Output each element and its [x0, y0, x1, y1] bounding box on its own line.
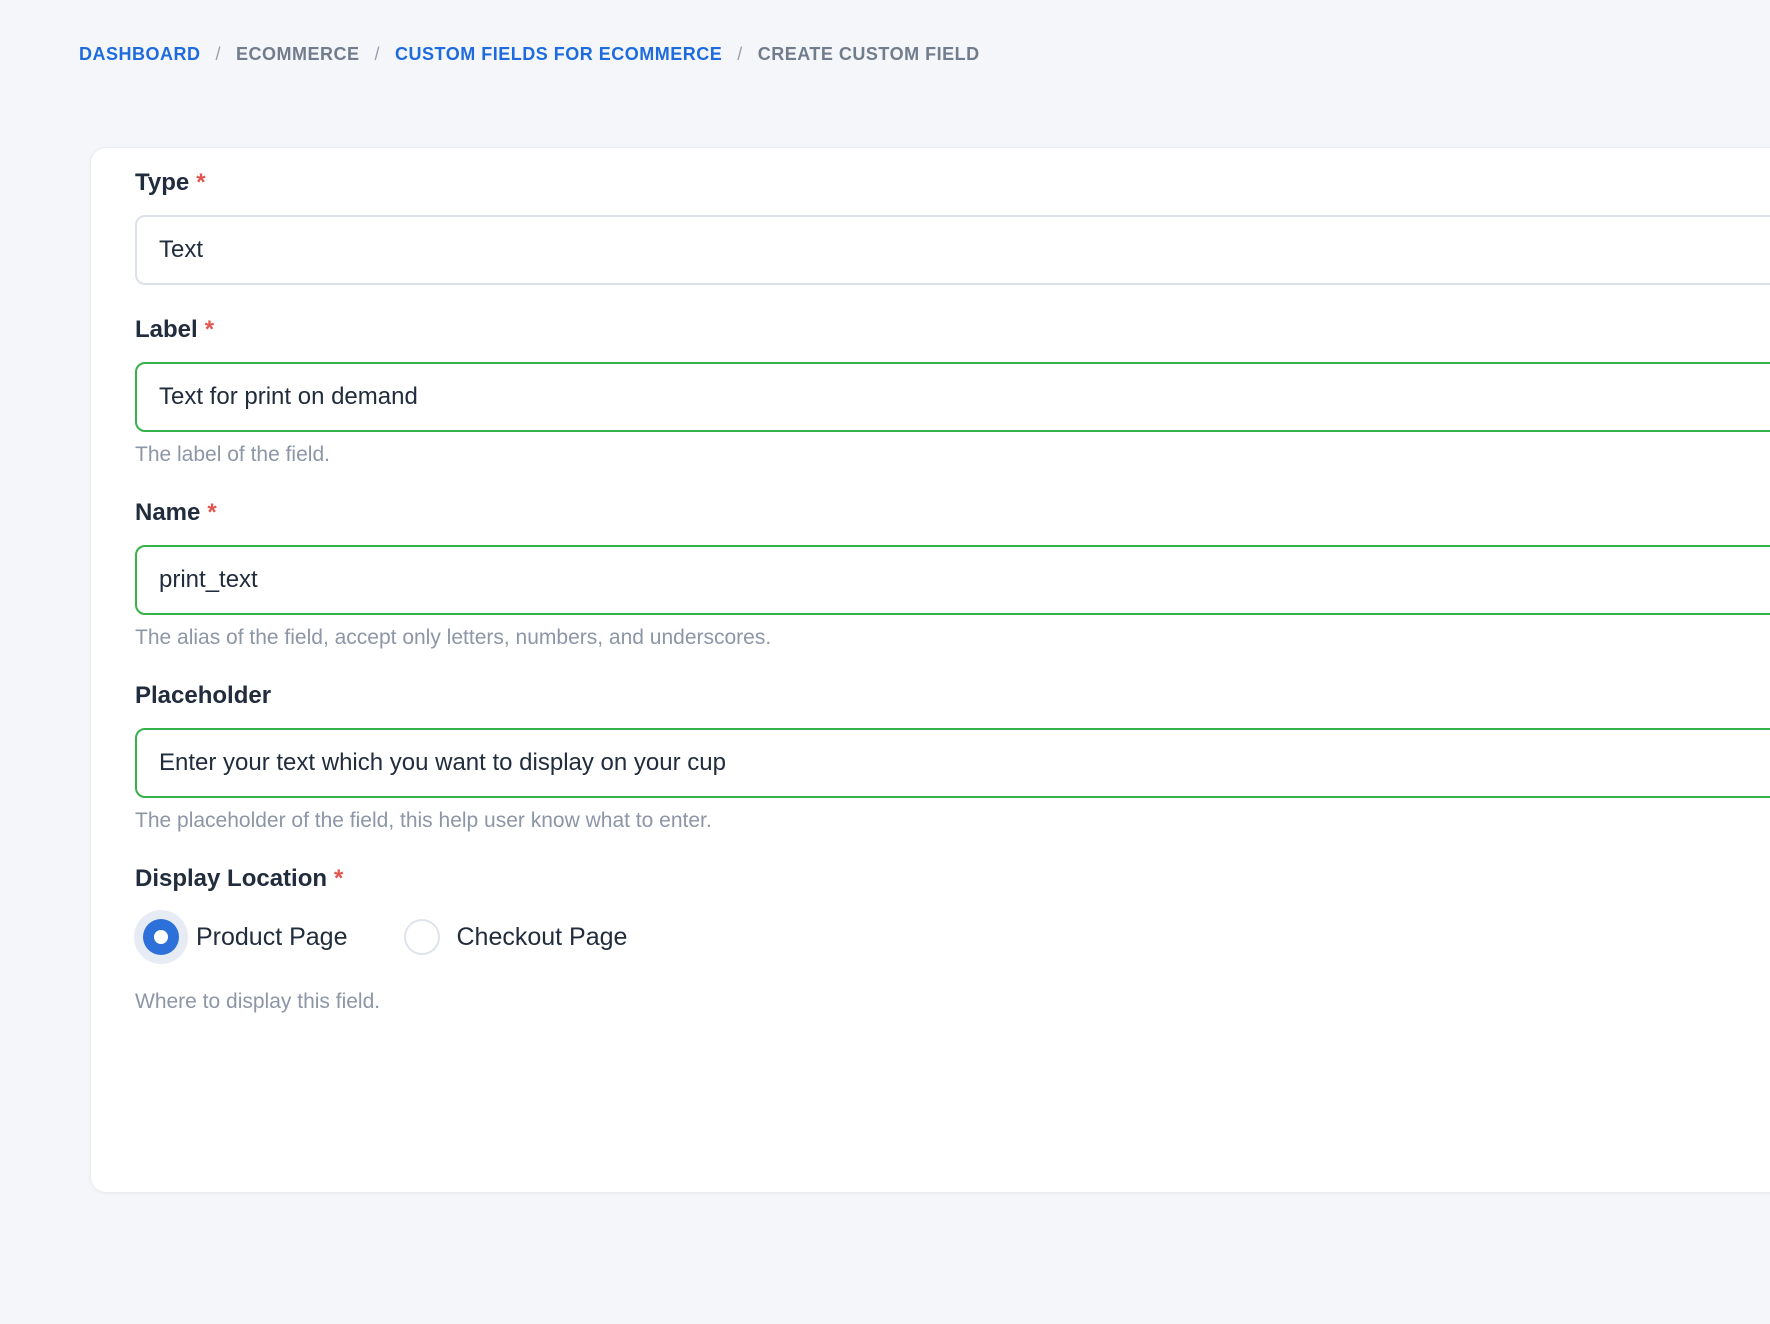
required-asterisk: * [207, 499, 217, 526]
radio-checkout-page-label[interactable]: Checkout Page [456, 922, 628, 951]
breadcrumb-separator: / [737, 44, 743, 64]
required-asterisk: * [196, 169, 206, 196]
type-label: Type * [135, 168, 1770, 198]
label-field-group: Label* The label of the field. [135, 315, 1770, 468]
breadcrumb-separator: / [374, 44, 381, 64]
radio-option-product-page[interactable]: Product Page [143, 919, 348, 955]
label-input[interactable] [135, 362, 1770, 432]
type-label-text: Type [135, 169, 190, 196]
breadcrumb-item-dashboard[interactable]: DASHBOARD [79, 44, 201, 64]
name-label: Name * [135, 498, 1770, 528]
label-help-text: The label of the field. [135, 443, 330, 466]
display-location-field-group: Display Location * Product Page Checkout … [135, 864, 1770, 1015]
breadcrumb-separator: / [215, 44, 222, 64]
radio-option-checkout-page[interactable]: Checkout Page [403, 919, 628, 955]
breadcrumb-item-ecommerce: ECOMMERCE [236, 44, 360, 64]
type-select[interactable] [135, 215, 1770, 285]
placeholder-label: Placeholder [135, 681, 1770, 711]
placeholder-help-text: The placeholder of the field, this help … [135, 809, 712, 832]
name-help-text: The alias of the field, accept only lett… [135, 626, 772, 649]
placeholder-field-group: Placeholder The placeholder of the field… [135, 681, 1770, 834]
label-label: Label * [135, 315, 1770, 345]
radio-product-page-label[interactable]: Product Page [196, 922, 348, 951]
radio-checkout-page-icon[interactable] [403, 919, 440, 955]
breadcrumb: DASHBOARD / ECOMMERCE / CUSTOM FIELDS FO… [79, 44, 980, 65]
radio-selected-dot [154, 930, 168, 944]
placeholder-label-text: Placeholder [135, 682, 272, 709]
display-location-label: Display Location * [135, 864, 1770, 894]
display-location-help-text: Where to display this field. [135, 990, 381, 1013]
display-location-options: Product Page Checkout Page [135, 911, 1770, 963]
placeholder-input[interactable] [135, 728, 1770, 798]
radio-product-page-icon[interactable] [143, 919, 179, 955]
required-asterisk: * [334, 865, 344, 892]
display-location-label-text: Display Location [135, 865, 328, 892]
required-asterisk: * [204, 316, 215, 343]
name-input[interactable] [135, 545, 1770, 615]
create-custom-field-card: Type* Label* The label of the field. Nam… [90, 147, 1770, 1193]
breadcrumb-item-custom-fields[interactable]: CUSTOM FIELDS FOR ECOMMERCE [395, 44, 723, 64]
label-label-text: Label [135, 316, 198, 343]
name-field-group: Name* The alias of the field, accept onl… [135, 498, 1770, 651]
type-field-group: Type * [135, 168, 1770, 285]
name-label-text: Name [135, 499, 201, 526]
breadcrumb-item-create-custom-field: CREATE CUSTOM FIELD [757, 44, 980, 64]
